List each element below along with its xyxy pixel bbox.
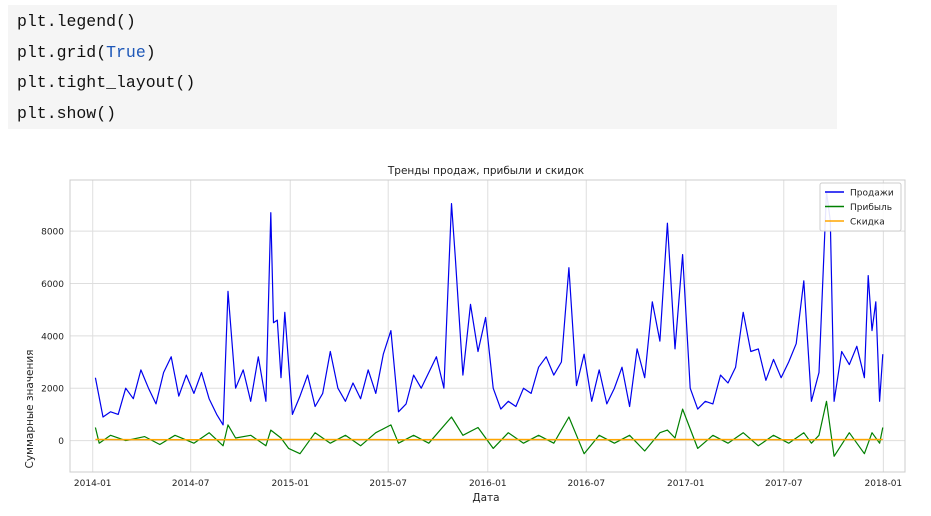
x-tick-label: 2017-07 (765, 479, 803, 489)
code-text: plt.legend() (17, 12, 136, 31)
code-text: ) (146, 43, 156, 62)
y-tick-label: 6000 (41, 280, 64, 290)
chart-container: 2014-01 2014-07 2015-01 2015-07 2016-01 2016-… (0, 150, 931, 512)
legend: Продажи Прибыль Скидка (820, 183, 901, 231)
code-line: plt.tight_layout() (17, 68, 837, 99)
x-tick-label: 2018-01 (865, 479, 903, 489)
y-tick-label: 0 (58, 437, 64, 447)
y-tick-label: 8000 (41, 228, 64, 238)
chart-title: Тренды продаж, прибыли и скидок (387, 165, 584, 177)
code-line: plt.grid(True) (17, 38, 837, 69)
y-tick-label: 4000 (41, 332, 64, 342)
series-line-1 (95, 192, 882, 425)
legend-label: Продажи (850, 189, 894, 199)
y-axis-label: Суммарные значения (24, 350, 36, 469)
line-chart: 2014-01 2014-07 2015-01 2015-07 2016-01 2016-… (0, 150, 931, 512)
x-tick-label: 2017-01 (667, 479, 705, 489)
x-tick-label: 2016-01 (469, 479, 507, 489)
x-tick-label: 2015-07 (369, 479, 407, 489)
x-tick-label: 2016-07 (567, 479, 605, 489)
code-text: plt.tight_layout() (17, 73, 195, 92)
code-text: plt.show() (17, 104, 116, 123)
grid (70, 180, 905, 472)
series-line-2 (95, 401, 882, 456)
y-tick-label: 2000 (41, 385, 64, 395)
code-text: plt.grid( (17, 43, 106, 62)
code-keyword: True (106, 43, 146, 62)
code-cell: plt.legend() plt.grid(True) plt.tight_la… (8, 5, 837, 129)
code-line: plt.show() (17, 99, 837, 130)
legend-label: Прибыль (850, 203, 892, 213)
x-tick-label: 2015-01 (271, 479, 309, 489)
x-axis-label: Дата (472, 492, 499, 504)
x-tick-label: 2014-07 (172, 479, 210, 489)
legend-label: Скидка (850, 218, 885, 228)
code-line: plt.legend() (17, 7, 837, 38)
x-tick-label: 2014-01 (74, 479, 112, 489)
